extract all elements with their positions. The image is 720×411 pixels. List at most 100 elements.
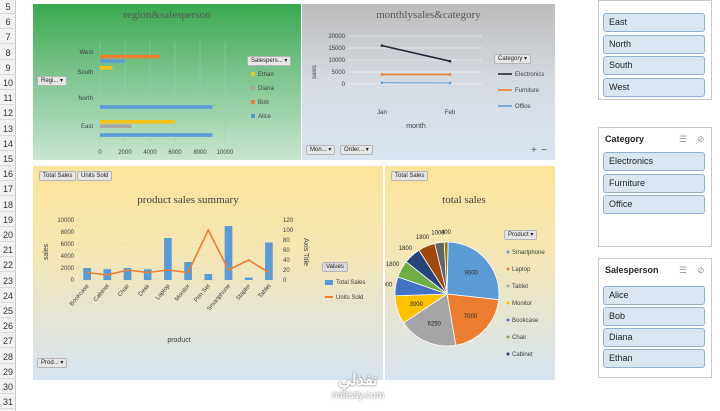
row-number[interactable]: 31 [0,395,16,410]
y-tick-label: 5000 [332,70,346,76]
row-number[interactable]: 25 [0,304,16,318]
row-number[interactable]: 15 [0,152,16,166]
data-label: 1800 [399,246,413,252]
category-legend-filter[interactable]: Category ▾ [494,54,532,64]
y2-tick-label: 80 [283,238,290,244]
row-number[interactable]: 23 [0,274,16,288]
data-label: 9000 [465,271,479,277]
multi-select-icon[interactable]: ☰ [679,265,688,275]
row-number[interactable]: 9 [0,61,16,75]
monthly-category-chart[interactable]: monthlysales&category Category ▾ Mon... … [302,4,555,160]
bar-total-sales [224,226,233,280]
legend-label: Cabinet [512,352,533,358]
x-axis-title: product [167,337,190,344]
row-number[interactable]: 29 [0,365,16,379]
salesperson-legend-filter[interactable]: Salespers... ▾ [247,56,292,66]
legend-swatch-diana [251,86,255,90]
product-sales-chart[interactable]: Total Sales Units Sold product sales sum… [33,166,383,380]
nafezly-watermark: نفذلي nafezly.com [308,372,408,402]
total-sales-field-button[interactable]: Total Sales [391,171,429,181]
bar-ethan [100,120,175,124]
month-filter-label: Mon... [310,147,327,153]
row-number[interactable]: 11 [0,91,16,106]
bar-diana [100,124,132,128]
row-number[interactable]: 28 [0,350,16,364]
product-filter-button[interactable]: Prod... ▾ [37,358,68,368]
chart-title: monthlysales&category [376,9,481,21]
row-number[interactable]: 16 [0,167,16,182]
row-number[interactable]: 8 [0,46,16,60]
multi-select-icon[interactable]: ☰ [679,134,688,144]
clear-filter-icon[interactable]: ⊘ [697,265,705,275]
bar-total-sales [265,242,273,280]
row-number[interactable]: 19 [0,213,16,227]
legend-label: Bookcase [512,318,539,324]
region-filter-button[interactable]: Regi... ▾ [37,76,68,86]
row-number[interactable]: 10 [0,76,16,90]
x-tick-label: Cabinet [93,283,111,303]
watermark-arabic: نفذلي [338,372,378,389]
legend-label: Tablet [512,284,528,290]
bar-total-sales [204,274,213,280]
slicer-item-alice[interactable]: Alice [603,286,705,305]
legend-units-sold: Units Sold [325,295,363,301]
dropdown-arrow-icon: ▾ [60,360,64,366]
row-number[interactable]: 22 [0,258,16,273]
row-number[interactable]: 18 [0,198,16,212]
region-chart-plot: 0 2000 4000 6000 8000 10000 West South North East… [77,42,274,156]
bar-total-sales [143,269,152,280]
slicer-item-office[interactable]: Office [603,195,705,214]
order-filter-button[interactable]: Order... ▾ [340,145,373,155]
month-filter-button[interactable]: Mon... ▾ [306,145,336,155]
row-number[interactable]: 21 [0,243,16,258]
data-label: 1800 [386,262,400,268]
clear-filter-icon[interactable]: ⊘ [697,134,705,144]
slicer-item-south[interactable]: South [603,56,705,75]
x-tick-label: 10000 [217,150,234,156]
slicer-item-electronics[interactable]: Electronics [603,152,705,171]
row-number[interactable]: 7 [0,30,16,45]
region-salesperson-chart[interactable]: region&salesperson Regi... ▾ Salespers..… [33,4,301,160]
row-number[interactable]: 13 [0,122,16,136]
category-slicer: Category ☰ ⊘ Electronics Furniture Offic… [598,127,712,247]
pie-slice-laptop [446,293,500,346]
slicer-item-furniture[interactable]: Furniture [603,174,705,193]
row-number[interactable]: 26 [0,319,16,334]
bar-alice [100,133,213,137]
total-sales-pie-chart[interactable]: Total Sales total sales Product ▾ 9000 70… [385,166,555,380]
slicer-item-diana[interactable]: Diana [603,328,705,347]
x-tick-label: Jan [377,110,387,116]
y-tick-label: 6000 [61,242,75,248]
row-number[interactable]: 17 [0,182,16,197]
y-tick-label: 4000 [61,254,75,260]
row-number[interactable]: 24 [0,289,16,303]
units-sold-field-button[interactable]: Units Sold [77,171,113,181]
row-number[interactable]: 30 [0,380,16,394]
x-tick-label: 6000 [168,150,182,156]
legend-label-diana: Diana [258,86,274,92]
slicer-item-bob[interactable]: Bob [603,307,705,326]
y2-axis-title: Axis Title [302,238,309,266]
row-number[interactable]: 5 [0,0,16,14]
pie-chart-plot: 900070006250300020001800180018001000400S… [385,230,545,358]
slicer-title: Category [605,134,645,144]
product-legend-filter[interactable]: Product ▾ [504,230,538,240]
slicer-item-north[interactable]: North [603,35,705,54]
row-number[interactable]: 14 [0,137,16,151]
collapse-field-icon[interactable]: − [541,145,547,156]
legend-swatch [506,250,510,254]
slicer-item-west[interactable]: West [603,78,705,97]
row-number[interactable]: 20 [0,228,16,242]
expand-field-icon[interactable]: + [531,145,537,156]
row-number[interactable]: 6 [0,15,16,30]
total-sales-field-button[interactable]: Total Sales [39,171,77,181]
row-number[interactable]: 27 [0,334,16,349]
y2-tick-label: 100 [283,228,294,234]
legend-label: Smartphone [512,250,545,256]
legend-filter-label: Salespers... [251,58,283,64]
row-number[interactable]: 12 [0,106,16,121]
pie-slice-smartphone [446,241,500,301]
slicer-item-east[interactable]: East [603,13,705,32]
series-line-electronics [381,44,451,62]
slicer-item-ethan[interactable]: Ethan [603,349,705,368]
